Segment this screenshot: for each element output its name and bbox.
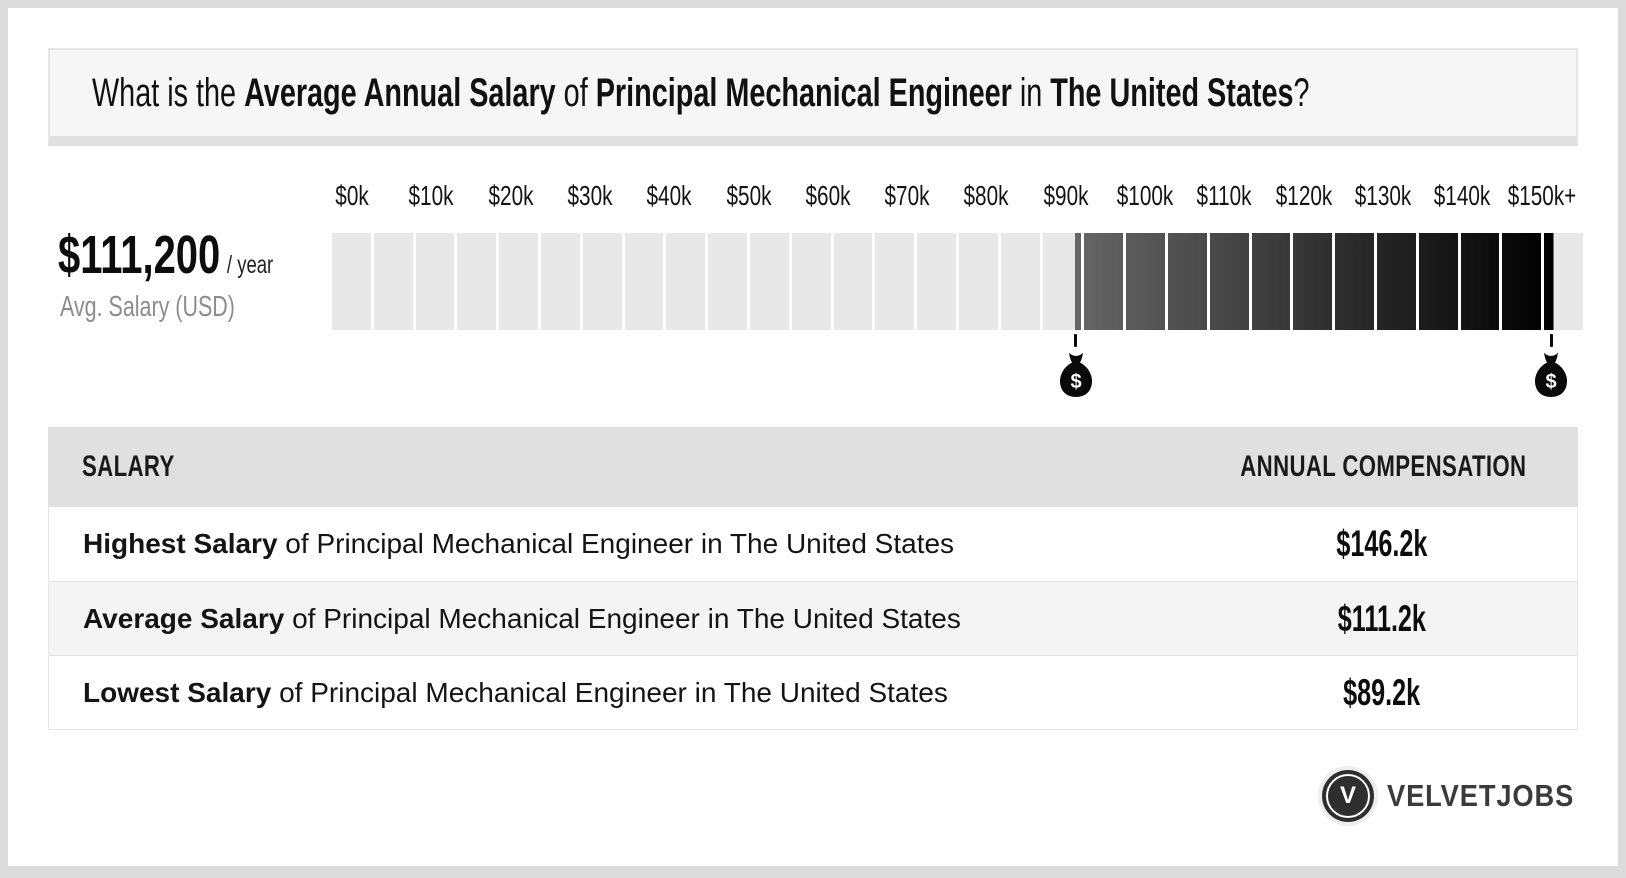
- axis-tick-label: $80k: [963, 180, 1009, 211]
- bar-segment: [1502, 233, 1542, 330]
- money-bag-icon: $: [1535, 352, 1568, 397]
- bar-segment: [540, 233, 580, 330]
- question-segment: ?: [1293, 70, 1310, 115]
- bar-segment: [457, 233, 497, 330]
- average-salary-unit: / year: [226, 251, 274, 279]
- row-value-cell: $146.2k: [1187, 523, 1577, 565]
- average-salary-label: Avg. Salary (USD): [60, 291, 235, 323]
- bar-segment: [1126, 233, 1165, 330]
- average-salary-amount: $111,200/ year: [58, 224, 273, 286]
- bar-segment: [958, 233, 998, 330]
- bar-segment: [415, 233, 455, 330]
- svg-text:$: $: [1546, 371, 1557, 393]
- table-row: Average Salary of Principal Mechanical E…: [49, 581, 1577, 655]
- axis-tick-label: $90k: [1043, 180, 1089, 211]
- question-segment: The United States: [1050, 70, 1294, 115]
- row-label: Average Salary of Principal Mechanical E…: [83, 602, 961, 634]
- question-segment: in: [1011, 70, 1051, 115]
- logo-wordmark: VELVETJOBS: [1387, 778, 1575, 813]
- question-box: What is the Average Annual Salary of Pri…: [48, 48, 1578, 146]
- question-segment: What is the: [92, 70, 245, 115]
- row-label: Highest Salary of Principal Mechanical E…: [83, 528, 955, 559]
- row-value: $111.2k: [1337, 597, 1427, 639]
- question-segment: Principal Mechanical Engineer: [595, 70, 1012, 115]
- row-value-cell: $89.2k: [1187, 672, 1577, 714]
- question-segment: Average Annual Salary: [244, 70, 556, 115]
- bar-segment: [1460, 233, 1500, 330]
- bar-segment: [1544, 233, 1583, 330]
- axis-tick-label: $70k: [884, 180, 930, 211]
- marker-tick: [1549, 334, 1553, 347]
- bar-segment: [373, 233, 413, 330]
- lowest-salary-marker: $: [1058, 334, 1094, 398]
- axis-tick-label: $150k+: [1507, 180, 1576, 211]
- bar-segment: [1418, 233, 1458, 330]
- bar-segment: [1042, 233, 1082, 330]
- bar-segment: [1167, 233, 1207, 330]
- row-value: $89.2k: [1343, 671, 1421, 713]
- bar-segment: [1293, 233, 1333, 330]
- question-segment: of: [555, 70, 596, 115]
- salary-scale-bar: [332, 233, 1583, 330]
- infographic-card: What is the Average Annual Salary of Pri…: [8, 8, 1618, 866]
- salary-scale-chart: $0k $10k $20k $30k $40k $50k $60k $70k $80k $90k $…: [332, 177, 1583, 417]
- svg-text:$: $: [1070, 371, 1081, 393]
- marker-tick: [1074, 334, 1078, 347]
- bar-segment: [1335, 233, 1374, 330]
- row-value: $146.2k: [1336, 523, 1428, 564]
- bar-segment: [875, 233, 915, 330]
- column-header-salary: SALARY: [82, 450, 175, 483]
- bar-segment: [332, 233, 371, 330]
- axis-tick-label: $100k: [1116, 180, 1174, 211]
- axis-tick-label: $120k: [1275, 180, 1332, 211]
- bar-segment: [582, 233, 622, 330]
- bar-segment: [708, 233, 747, 330]
- bar-segment: [624, 233, 664, 330]
- axis-labels: $0k $10k $20k $30k $40k $50k $60k $70k $80k $90k $…: [332, 181, 1583, 211]
- velvetjobs-logo: V VELVETJOBS: [1322, 770, 1600, 822]
- bar-segment: [499, 233, 538, 330]
- axis-tick-label: $50k: [726, 180, 771, 211]
- bar-segment: [917, 233, 956, 330]
- money-bag-icon: $: [1059, 352, 1092, 397]
- axis-tick-label: $30k: [567, 180, 613, 211]
- axis-tick-label: $10k: [408, 180, 454, 211]
- bar-segment: [1209, 233, 1249, 330]
- bar-segment: [666, 233, 706, 330]
- axis-tick-label: $40k: [646, 180, 692, 211]
- axis-tick-label: $0k: [335, 180, 369, 211]
- logo-letter: V: [1339, 782, 1356, 809]
- table-row: Highest Salary of Principal Mechanical E…: [49, 507, 1577, 581]
- bar-segment: [1084, 233, 1124, 330]
- highest-salary-marker: $: [1533, 334, 1569, 398]
- column-header-annual-compensation: ANNUAL COMPENSATION: [1239, 450, 1527, 483]
- table-body: Highest Salary of Principal Mechanical E…: [49, 507, 1577, 729]
- bar-segment: [1376, 233, 1416, 330]
- row-value-cell: $111.2k: [1187, 598, 1577, 640]
- bar-segment: [1000, 233, 1040, 330]
- row-label: Lowest Salary of Principal Mechanical En…: [83, 676, 948, 708]
- table-header-row: SALARY ANNUAL COMPENSATION: [48, 427, 1578, 507]
- axis-tick-label: $140k: [1433, 180, 1491, 211]
- table-row: Lowest Salary of Principal Mechanical En…: [49, 655, 1577, 729]
- axis-tick-label: $110k: [1196, 180, 1252, 211]
- axis-tick-label: $20k: [488, 180, 534, 211]
- axis-tick-label: $130k: [1354, 180, 1412, 211]
- bar-segment: [833, 233, 873, 330]
- bar-segment: [1251, 233, 1291, 330]
- salary-table: SALARY ANNUAL COMPENSATION Highest Salar…: [48, 427, 1578, 730]
- bar-segment: [749, 233, 789, 330]
- page-title: What is the Average Annual Salary of Pri…: [92, 71, 1310, 116]
- bar-segment: [791, 233, 831, 330]
- average-salary-value: $111,200: [58, 225, 221, 285]
- axis-tick-label: $60k: [805, 180, 851, 211]
- velvetjobs-logo-icon: V: [1322, 770, 1374, 822]
